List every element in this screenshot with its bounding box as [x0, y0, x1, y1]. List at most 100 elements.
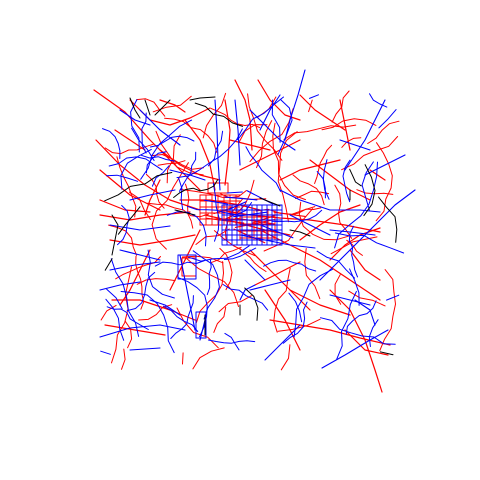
- blue-road-segment: [224, 196, 258, 201]
- red-road-segment: [289, 289, 351, 316]
- blue-road-segment: [188, 245, 250, 262]
- red-road-segment: [308, 99, 313, 113]
- red-road-segment: [108, 224, 138, 256]
- red-road-segment: [234, 79, 253, 151]
- red-road-segment: [367, 120, 400, 144]
- red-road-segment: [202, 92, 227, 139]
- red-road-segment: [321, 118, 377, 131]
- red-road-segment: [104, 324, 166, 336]
- red-road-segment: [119, 249, 151, 306]
- blue-road-segment: [245, 146, 281, 192]
- red-road-segment: [210, 246, 242, 264]
- blue-road-segment: [334, 161, 378, 249]
- blue-road-segment: [106, 306, 149, 330]
- blue-road-segment: [329, 294, 371, 306]
- red-road-segment: [257, 79, 301, 121]
- blue-road-segment: [226, 191, 243, 194]
- red-road-segment: [124, 320, 133, 349]
- blue-road-segment: [279, 189, 381, 213]
- red-road-segment: [99, 169, 161, 211]
- blue-road-segment: [239, 284, 256, 301]
- red-road-segment: [182, 352, 184, 365]
- red-road-segment: [220, 190, 247, 199]
- black-road-segment: [154, 99, 171, 116]
- blue-road-segment: [320, 317, 396, 345]
- blue-road-segment: [207, 339, 256, 344]
- blue-road-segment: [263, 259, 317, 272]
- red-road-segment: [213, 306, 227, 333]
- red-road-segment: [195, 228, 230, 245]
- black-road-segment: [144, 99, 151, 116]
- blue-road-segment: [239, 234, 316, 249]
- red-road-segment: [309, 159, 371, 201]
- blue-road-segment: [120, 291, 175, 354]
- red-road-segment: [121, 348, 126, 370]
- red-road-segment: [99, 211, 191, 221]
- blue-road-segment: [99, 281, 141, 291]
- red-road-segment: [219, 209, 381, 233]
- red-road-segment: [169, 229, 201, 291]
- blue-road-segment: [284, 69, 306, 141]
- red-road-segment: [247, 93, 283, 161]
- red-road-segment: [111, 266, 132, 364]
- red-road-segment: [375, 142, 393, 222]
- blue-road-segment: [264, 324, 301, 361]
- blue-road-segment: [163, 305, 199, 332]
- blue-road-segment: [179, 151, 197, 192]
- red-road-segment: [346, 239, 363, 256]
- red-road-segment: [99, 199, 151, 213]
- blue-road-segment: [203, 199, 228, 205]
- blue-road-segment: [206, 259, 212, 295]
- red-road-segment: [334, 184, 353, 239]
- black-road-segment: [244, 287, 259, 321]
- blue-road-segment: [249, 279, 291, 291]
- blue-road-segment: [131, 127, 155, 161]
- red-road-segment: [273, 267, 291, 333]
- red-road-segment: [295, 190, 330, 199]
- red-road-segment: [192, 347, 225, 370]
- blue-road-segment: [109, 224, 171, 231]
- black-road-segment: [259, 197, 281, 207]
- blue-road-segment: [109, 261, 161, 271]
- blue-road-segment: [139, 109, 181, 146]
- blue-road-segment: [108, 156, 163, 171]
- red-road-segment: [157, 160, 186, 166]
- red-road-segment: [329, 227, 381, 261]
- red-road-segment: [95, 139, 201, 211]
- red-road-segment: [179, 199, 261, 211]
- red-road-segment: [273, 211, 306, 217]
- blue-road-segment: [316, 250, 355, 279]
- red-road-segment: [341, 137, 362, 148]
- red-road-segment: [159, 99, 186, 113]
- blue-road-segment: [178, 177, 184, 211]
- blue-road-segment: [129, 189, 176, 201]
- red-road-segment: [116, 156, 137, 218]
- red-road-segment: [292, 207, 322, 216]
- blue-road-segment: [177, 254, 197, 280]
- blue-road-segment: [233, 211, 268, 218]
- blue-road-segment: [354, 299, 376, 326]
- blue-road-segment: [364, 154, 406, 176]
- blue-road-segment: [334, 232, 405, 254]
- red-road-segment: [277, 318, 321, 332]
- blue-road-segment: [386, 294, 400, 301]
- black-road-segment: [189, 96, 216, 101]
- blue-road-segment: [212, 182, 220, 242]
- red-road-segment: [249, 249, 311, 311]
- red-road-segment: [272, 122, 306, 201]
- red-road-segment: [239, 139, 301, 171]
- blue-road-segment: [105, 174, 139, 182]
- red-road-segment: [150, 154, 204, 170]
- red-road-segment: [138, 304, 173, 321]
- black-road-segment: [194, 102, 244, 127]
- blue-road-segment: [282, 301, 308, 344]
- red-road-segment: [238, 247, 267, 272]
- blue-road-segment: [234, 99, 241, 166]
- blue-road-segment: [329, 229, 376, 236]
- blue-road-segment: [288, 292, 303, 323]
- blue-road-segment: [141, 112, 147, 154]
- black-road-segment: [174, 209, 196, 216]
- blue-road-layer: [99, 69, 416, 369]
- blue-road-segment: [176, 128, 243, 179]
- red-road-segment: [206, 217, 245, 224]
